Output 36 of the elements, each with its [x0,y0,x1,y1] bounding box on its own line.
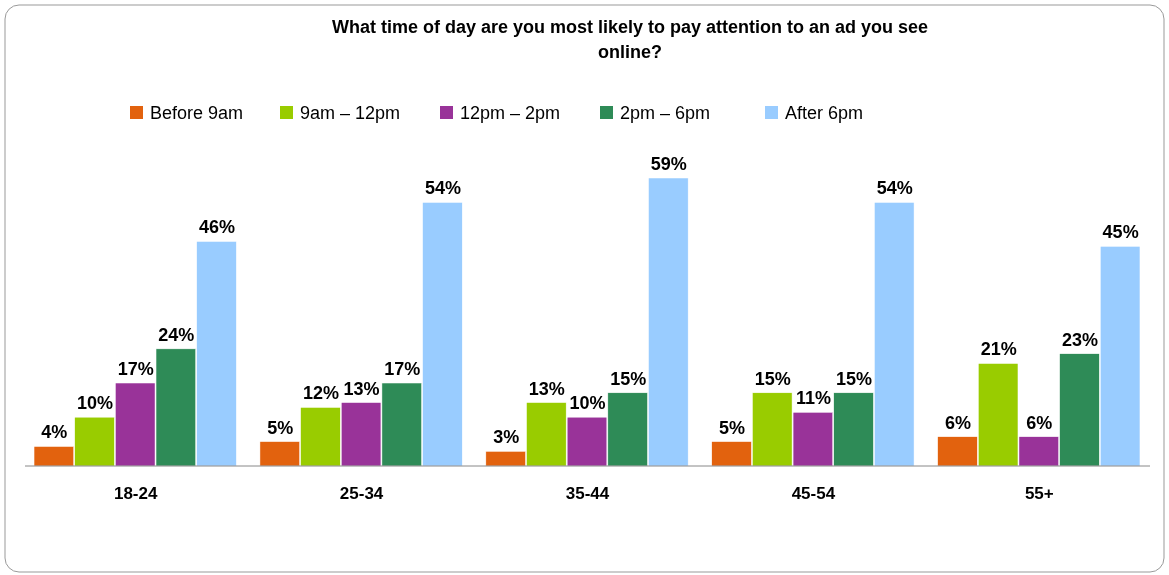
data-label: 12% [302,383,339,404]
data-label: 5% [267,417,294,438]
data-label: 13% [528,378,565,399]
data-label: 10% [77,393,114,414]
data-label: 45% [1102,222,1139,243]
legend-label: 2pm – 6pm [620,103,711,123]
data-label: 15% [610,368,647,389]
data-label: 11% [795,388,831,409]
x-tick-label: 35-44 [565,484,610,503]
x-tick-label: 55+ [1024,484,1054,503]
data-label: 54% [876,178,913,199]
data-label: 23% [1061,329,1098,350]
data-label: 17% [117,359,154,380]
x-tick-label: 45-54 [791,484,836,503]
data-label: 5% [719,417,746,438]
legend-label: After 6pm [785,103,864,123]
data-label: 13% [343,378,380,399]
legend-label: Before 9am [150,103,244,123]
data-label: 3% [493,427,520,448]
data-label: 24% [158,324,195,345]
legend-label: 12pm – 2pm [460,103,561,123]
data-label: 6% [1026,412,1053,433]
data-label: 15% [754,368,791,389]
legend-label: 9am – 12pm [300,103,401,123]
data-label: 21% [980,339,1017,360]
x-tick-label: 25-34 [339,484,384,503]
data-label: 46% [199,217,236,238]
chart-title: What time of day are you most likely to pay attention to an ad you see online? [331,17,929,62]
data-label: 54% [424,178,461,199]
data-label: 6% [944,412,971,433]
x-tick-label: 18-24 [113,484,158,503]
data-label: 15% [836,368,873,389]
data-label: 10% [569,393,606,414]
data-label: 59% [650,154,687,174]
data-label: 4% [41,422,68,443]
data-label: 17% [384,359,421,380]
